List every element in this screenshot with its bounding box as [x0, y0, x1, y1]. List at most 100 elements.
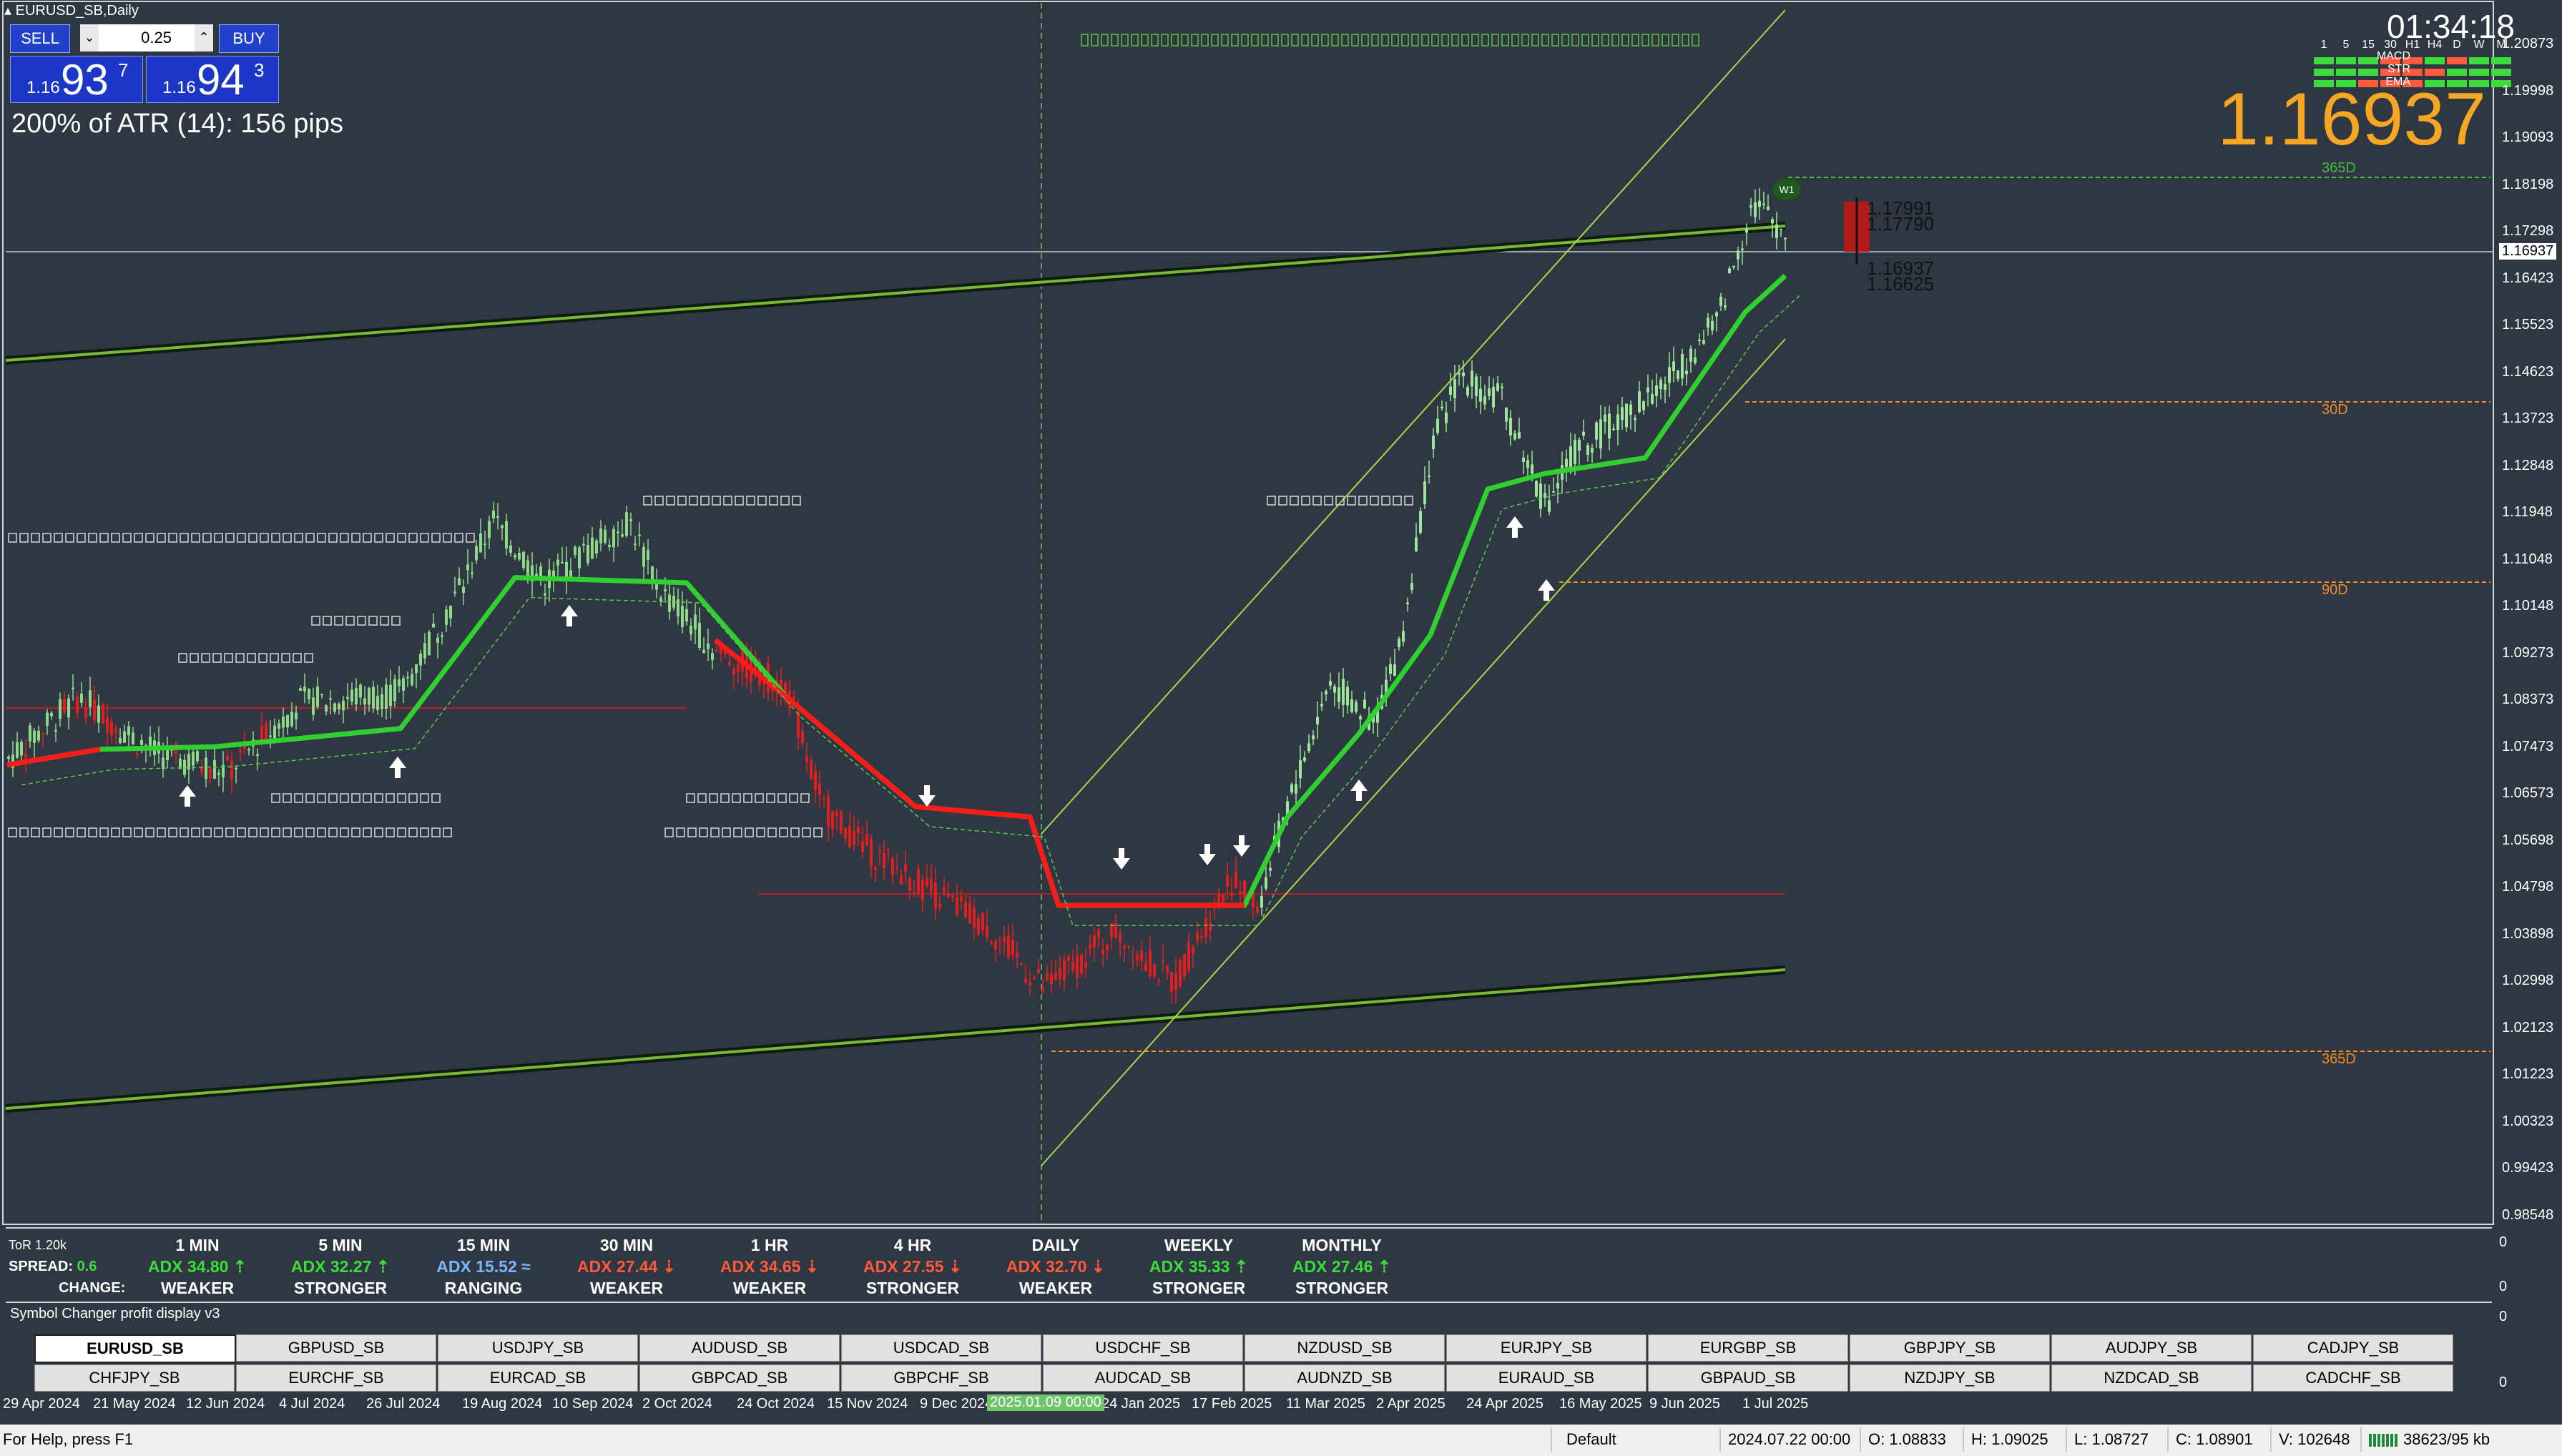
symbol-button-audnzd_sb[interactable]: AUDNZD_SB — [1245, 1364, 1445, 1392]
adx-timeframe: DAILY — [1031, 1236, 1080, 1254]
price-axis-label: 0.99423 — [2502, 1160, 2554, 1176]
symbol-button-eurcad_sb[interactable]: EURCAD_SB — [438, 1364, 638, 1392]
marker-box — [408, 827, 418, 837]
price-axis[interactable]: 1.20873 1.19998 1.19093 1.18198 1.17298 1.164… — [2496, 0, 2562, 1230]
candle-body — [1029, 982, 1031, 985]
moving-average-bearish — [713, 638, 1245, 908]
candle-body — [762, 680, 765, 685]
candle-body — [33, 730, 36, 743]
date-axis-label: 29 Apr 2024 — [3, 1396, 80, 1412]
adx-column: 1 HR ADX 34.65 ⇣ WEAKER — [698, 1234, 841, 1299]
candle-body — [140, 739, 143, 745]
lot-increase-button[interactable]: ⌃ — [195, 24, 213, 51]
symbol-button-gbpjpy_sb[interactable]: GBPJPY_SB — [1850, 1334, 2050, 1362]
adx-timeframe: 30 MIN — [599, 1236, 654, 1254]
mtf-timeframe-label: H1 — [2405, 39, 2420, 51]
candle-body — [1320, 704, 1323, 707]
symbol-button-gbpaud_sb[interactable]: GBPAUD_SB — [1648, 1364, 1848, 1392]
connection-icon[interactable] — [2369, 1430, 2397, 1449]
lot-decrease-button[interactable]: ⌄ — [80, 24, 99, 51]
symbol-button-usdjpy_sb[interactable]: USDJPY_SB — [438, 1334, 638, 1362]
status-high: H: 1.09025 — [1971, 1430, 2048, 1448]
top-marker-box — [1381, 34, 1389, 46]
candle-body — [591, 537, 594, 559]
symbol-button-eurusd_sb[interactable]: EURUSD_SB — [34, 1334, 236, 1363]
candle-body — [1595, 422, 1598, 440]
marker-box — [351, 533, 360, 543]
candle-body — [265, 722, 268, 740]
candle-body — [617, 531, 619, 533]
candle-body — [16, 742, 19, 758]
symbol-button-euraud_sb[interactable]: EURAUD_SB — [1446, 1364, 1646, 1392]
top-marker-box — [1611, 34, 1619, 46]
status-sep-2 — [1719, 1427, 1721, 1452]
marker-box — [420, 827, 429, 837]
status-close: C: 1.08901 — [2176, 1430, 2253, 1448]
symbol-button-eurjpy_sb[interactable]: EURJPY_SB — [1446, 1334, 1646, 1362]
status-profile[interactable]: Default — [1566, 1430, 1616, 1448]
adx-state: WEAKER — [1019, 1279, 1093, 1297]
symbol-button-gbpchf_sb[interactable]: GBPCHF_SB — [841, 1364, 1041, 1392]
symbol-button-audusd_sb[interactable]: AUDUSD_SB — [639, 1334, 840, 1362]
candle-body — [1350, 699, 1353, 712]
candle-body — [857, 827, 860, 833]
symbol-button-nzdjpy_sb[interactable]: NZDJPY_SB — [1850, 1364, 2050, 1392]
adx-summary: ToR 1.20k SPREAD: 0.6 CHANGE: — [9, 1234, 125, 1299]
marker-box — [283, 793, 292, 803]
symbol-button-cadjpy_sb[interactable]: CADJPY_SB — [2253, 1334, 2453, 1362]
candle-body — [1758, 200, 1761, 207]
status-help: For Help, press F1 — [3, 1430, 134, 1448]
symbol-button-chfjpy_sb[interactable]: CHFJPY_SB — [34, 1364, 235, 1392]
candle-body — [994, 941, 997, 950]
candle-body — [1097, 930, 1100, 938]
buy-button[interactable]: BUY — [219, 24, 279, 53]
price-chart[interactable] — [0, 0, 2562, 1230]
top-marker-box — [1581, 34, 1589, 46]
candle-body — [1123, 946, 1126, 949]
mtf-cell — [2336, 80, 2356, 87]
marker-box — [258, 653, 268, 663]
candle-body — [1501, 386, 1503, 388]
marker-box — [767, 827, 777, 837]
candle-body — [835, 811, 838, 816]
annotation-price-1: 1.17991 — [1867, 197, 1934, 219]
symbol-button-audjpy_sb[interactable]: AUDJPY_SB — [2051, 1334, 2252, 1362]
marker-box — [178, 653, 187, 663]
candle-body — [1440, 406, 1443, 408]
symbol-button-cadchf_sb[interactable]: CADCHF_SB — [2253, 1364, 2453, 1392]
mtf-cell — [2447, 80, 2467, 87]
candle-body — [784, 682, 787, 702]
ask-price-button[interactable]: 1.16 94 3 — [146, 56, 279, 104]
candle-body — [1162, 960, 1164, 962]
sell-button[interactable]: SELL — [10, 24, 70, 53]
candle-body — [1174, 973, 1177, 991]
adx-value: ADX 27.44 ⇣ — [576, 1257, 677, 1276]
symbol-button-audcad_sb[interactable]: AUDCAD_SB — [1043, 1364, 1243, 1392]
candle-body — [621, 534, 624, 537]
candle-body — [938, 904, 941, 907]
marker-box — [340, 533, 349, 543]
marker-box — [790, 827, 800, 837]
candle-body — [604, 529, 607, 543]
lot-size-input[interactable]: 0.25 — [99, 24, 195, 51]
candle-body — [7, 756, 10, 759]
symbol-button-gbpcad_sb[interactable]: GBPCAD_SB — [639, 1364, 840, 1392]
symbol-button-nzdusd_sb[interactable]: NZDUSD_SB — [1245, 1334, 1445, 1362]
marker-box — [145, 533, 154, 543]
candle-body — [479, 533, 482, 553]
candle-body — [1183, 953, 1186, 977]
symbol-button-eurchf_sb[interactable]: EURCHF_SB — [236, 1364, 436, 1392]
candle-body — [865, 834, 868, 846]
symbol-button-gbpusd_sb[interactable]: GBPUSD_SB — [236, 1334, 436, 1362]
candle-body — [247, 749, 250, 751]
symbol-button-nzdcad_sb[interactable]: NZDCAD_SB — [2051, 1364, 2252, 1392]
candle-body — [205, 757, 207, 779]
symbol-button-usdcad_sb[interactable]: USDCAD_SB — [841, 1334, 1041, 1362]
symbol-button-eurgbp_sb[interactable]: EURGBP_SB — [1648, 1334, 1848, 1362]
top-marker-box — [1341, 34, 1349, 46]
candle-body — [1591, 448, 1594, 453]
symbol-button-usdchf_sb[interactable]: USDCHF_SB — [1043, 1334, 1243, 1362]
candle-body — [226, 756, 229, 761]
mtf-timeframe-label: 1 — [2320, 39, 2327, 51]
bid-price-button[interactable]: 1.16 93 7 — [10, 56, 143, 104]
